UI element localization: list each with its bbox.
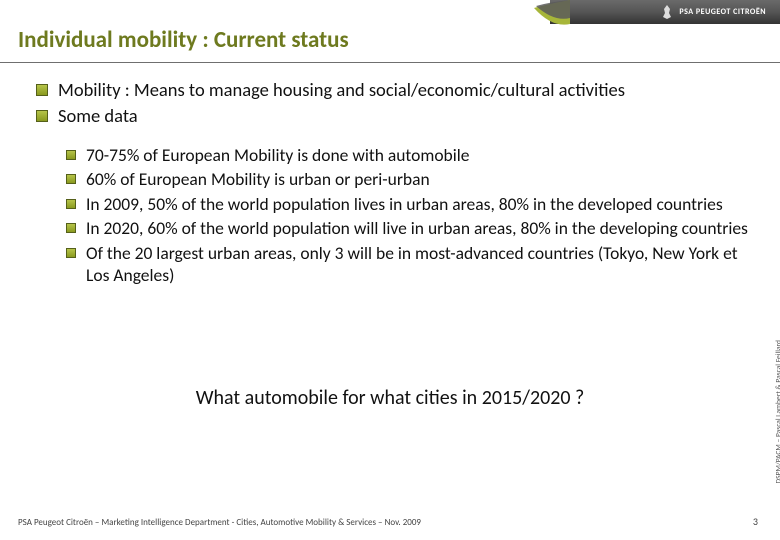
bullet-icon: [66, 223, 76, 233]
list-item: Some data: [36, 104, 758, 128]
page-number: 3: [753, 515, 758, 528]
list-item: In 2020, 60% of the world population wil…: [66, 217, 758, 239]
vertical-credit: DSPM/PACM – Pascal Lambert & Pascal Feil…: [774, 340, 780, 483]
bullet-text: 60% of European Mobility is urban or per…: [86, 168, 758, 190]
brand-swoosh: [534, 0, 570, 28]
bullet-text: Mobility : Means to manage housing and s…: [58, 78, 758, 102]
title-rule: [0, 62, 780, 63]
list-item: 60% of European Mobility is urban or per…: [66, 168, 758, 190]
bullet-icon: [66, 199, 76, 209]
list-item: 70-75% of European Mobility is done with…: [66, 144, 758, 166]
subtitle: What automobile for what cities in 2015/…: [0, 386, 780, 410]
bullet-text: 70-75% of European Mobility is done with…: [86, 144, 758, 166]
list-item: In 2009, 50% of the world population liv…: [66, 193, 758, 215]
bullet-text: Of the 20 largest urban areas, only 3 wi…: [86, 242, 758, 287]
bullet-icon: [36, 84, 48, 96]
bullet-icon: [66, 174, 76, 184]
bullet-icon: [66, 150, 76, 160]
bullet-text: In 2009, 50% of the world population liv…: [86, 193, 758, 215]
bullet-text: Some data: [58, 104, 758, 128]
list-item: Mobility : Means to manage housing and s…: [36, 78, 758, 102]
bullets-level2: 70-75% of European Mobility is done with…: [66, 144, 758, 288]
slide: PSA PEUGEOT CITROËN Individual mobility …: [0, 0, 780, 540]
bullet-icon: [36, 110, 48, 122]
list-item: Of the 20 largest urban areas, only 3 wi…: [66, 242, 758, 287]
bullet-icon: [66, 248, 76, 258]
brand-bar: PSA PEUGEOT CITROËN: [550, 0, 780, 24]
bullet-text: In 2020, 60% of the world population wil…: [86, 217, 758, 239]
page-title: Individual mobility : Current status: [18, 26, 349, 54]
bullets-level1: Mobility : Means to manage housing and s…: [36, 78, 758, 129]
brand-logo: PSA PEUGEOT CITROËN: [661, 5, 766, 19]
lion-icon: [661, 5, 673, 19]
footer: PSA Peugeot Citroën – Marketing Intellig…: [18, 517, 421, 528]
brand-text: PSA PEUGEOT CITROËN: [679, 7, 766, 17]
